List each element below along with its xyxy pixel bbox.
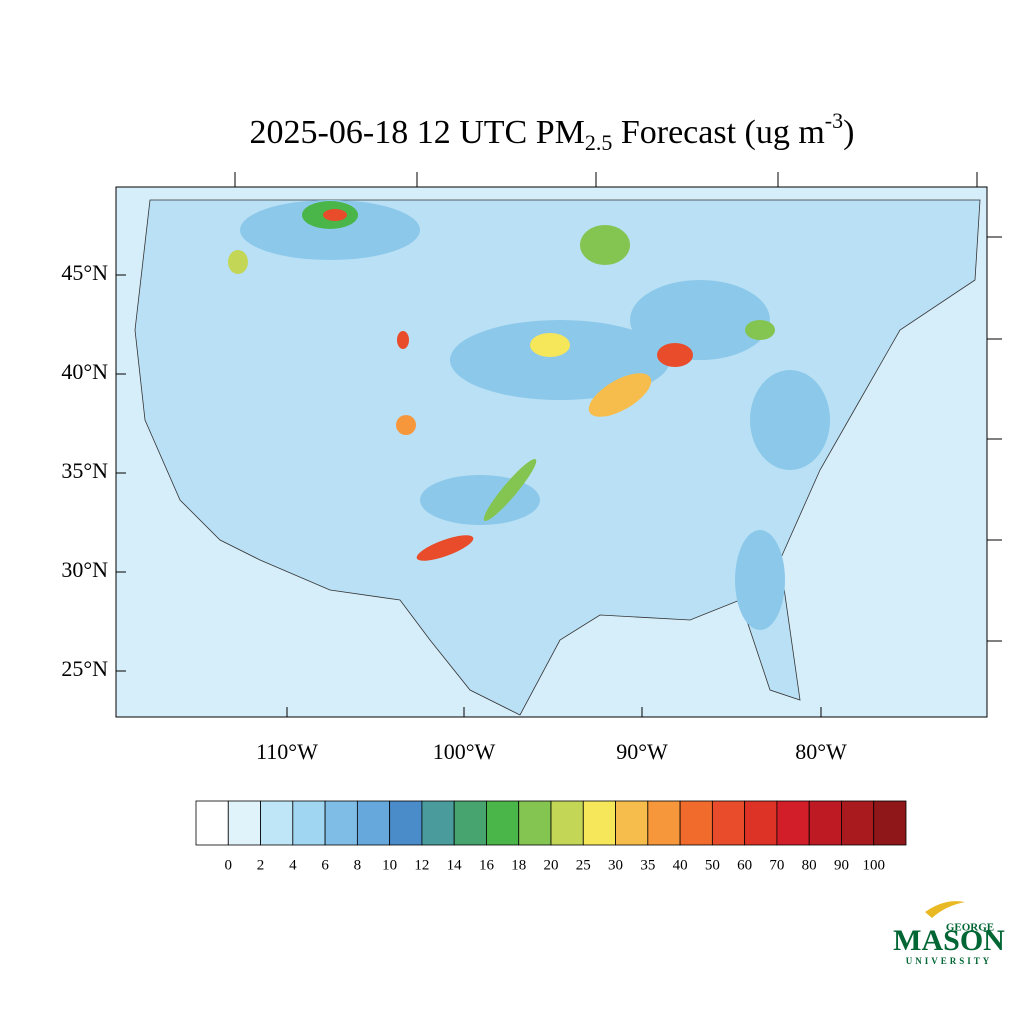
colorbar-label: 2	[257, 857, 265, 873]
lon-label: 90°W	[616, 739, 668, 764]
logo-main: MASON	[893, 924, 1005, 957]
colorbar-label: 70	[769, 857, 784, 873]
colorbar-label: 30	[608, 857, 623, 873]
colorbar-box	[421, 800, 455, 846]
title-part: 2025-06-18 12 UTC PM	[250, 114, 585, 151]
lat-label: 25°N	[61, 656, 108, 681]
colorbar-label: 100	[862, 857, 885, 873]
colorbar-box	[841, 800, 875, 846]
map-frame	[115, 186, 988, 718]
axes: 45°N 40°N 35°N 30°N 25°N 110°W 100°W 90°W 80°W	[61, 172, 1002, 764]
colorbar-box	[582, 800, 616, 846]
lat-label: 40°N	[61, 359, 108, 384]
colorbar-box	[744, 800, 778, 846]
colorbar-box	[776, 800, 810, 846]
colorbar-label: 25	[576, 857, 591, 873]
colorbar-box	[324, 800, 358, 846]
colorbar-box	[518, 800, 552, 846]
lon-label: 110°W	[256, 739, 318, 764]
colorbar-label: 4	[289, 857, 297, 873]
colorbar-label: 90	[834, 857, 849, 873]
map	[115, 186, 988, 718]
title-part: )	[843, 114, 854, 151]
colorbar-label: 60	[737, 857, 752, 873]
colorbar-box	[260, 800, 294, 846]
title: 2025-06-18 12 UTC PM2.5 Forecast (ug m-3…	[250, 108, 855, 155]
colorbar-label: 40	[673, 857, 688, 873]
colorbar-box	[550, 800, 584, 846]
colorbar-box	[711, 800, 746, 846]
lat-label: 35°N	[61, 458, 108, 483]
colorbar-box	[292, 800, 326, 846]
field	[240, 200, 830, 630]
colorbar-box	[647, 800, 681, 846]
colorbar-box	[453, 800, 487, 846]
colorbar-box	[356, 800, 391, 846]
colorbar: 0 2 4 6 8 10 12 14 16 18 20 25 30 35 40 50 60 70 80 90 100	[195, 800, 907, 873]
colorbar-box	[389, 800, 423, 846]
colorbar-label: 50	[705, 857, 720, 873]
colorbar-label: 0	[225, 857, 233, 873]
colorbar-label: 20	[544, 857, 559, 873]
logo-bottom: UNIVERSITY	[906, 956, 993, 966]
hotspots	[228, 201, 775, 561]
logo: GEORGE MASON UNIVERSITY	[893, 901, 1005, 966]
colorbar-label: 10	[382, 857, 397, 873]
logo-top: GEORGE	[946, 922, 994, 934]
colorbar-label: 12	[414, 857, 429, 873]
title-subscript: 2.5	[585, 130, 613, 155]
logo-mark	[925, 901, 965, 918]
lon-label: 100°W	[433, 739, 496, 764]
colorbar-label: 18	[511, 857, 526, 873]
colorbar-box	[615, 800, 649, 846]
colorbar-label: 6	[321, 857, 329, 873]
lat-label: 45°N	[61, 260, 108, 285]
title-superscript: -3	[825, 108, 843, 133]
colorbar-box	[227, 800, 261, 846]
colorbar-box	[195, 800, 229, 846]
lon-label: 80°W	[795, 739, 847, 764]
colorbar-box	[873, 800, 907, 846]
colorbar-label: 35	[640, 857, 655, 873]
colorbar-box	[808, 800, 842, 846]
colorbar-box	[679, 800, 713, 846]
colorbar-box	[486, 800, 520, 846]
lat-label: 30°N	[61, 557, 108, 582]
colorbar-label: 8	[354, 857, 362, 873]
colorbar-label: 80	[802, 857, 817, 873]
colorbar-label: 16	[479, 857, 495, 873]
colorbar-label: 14	[447, 857, 463, 873]
title-part: Forecast (ug m	[612, 114, 824, 151]
